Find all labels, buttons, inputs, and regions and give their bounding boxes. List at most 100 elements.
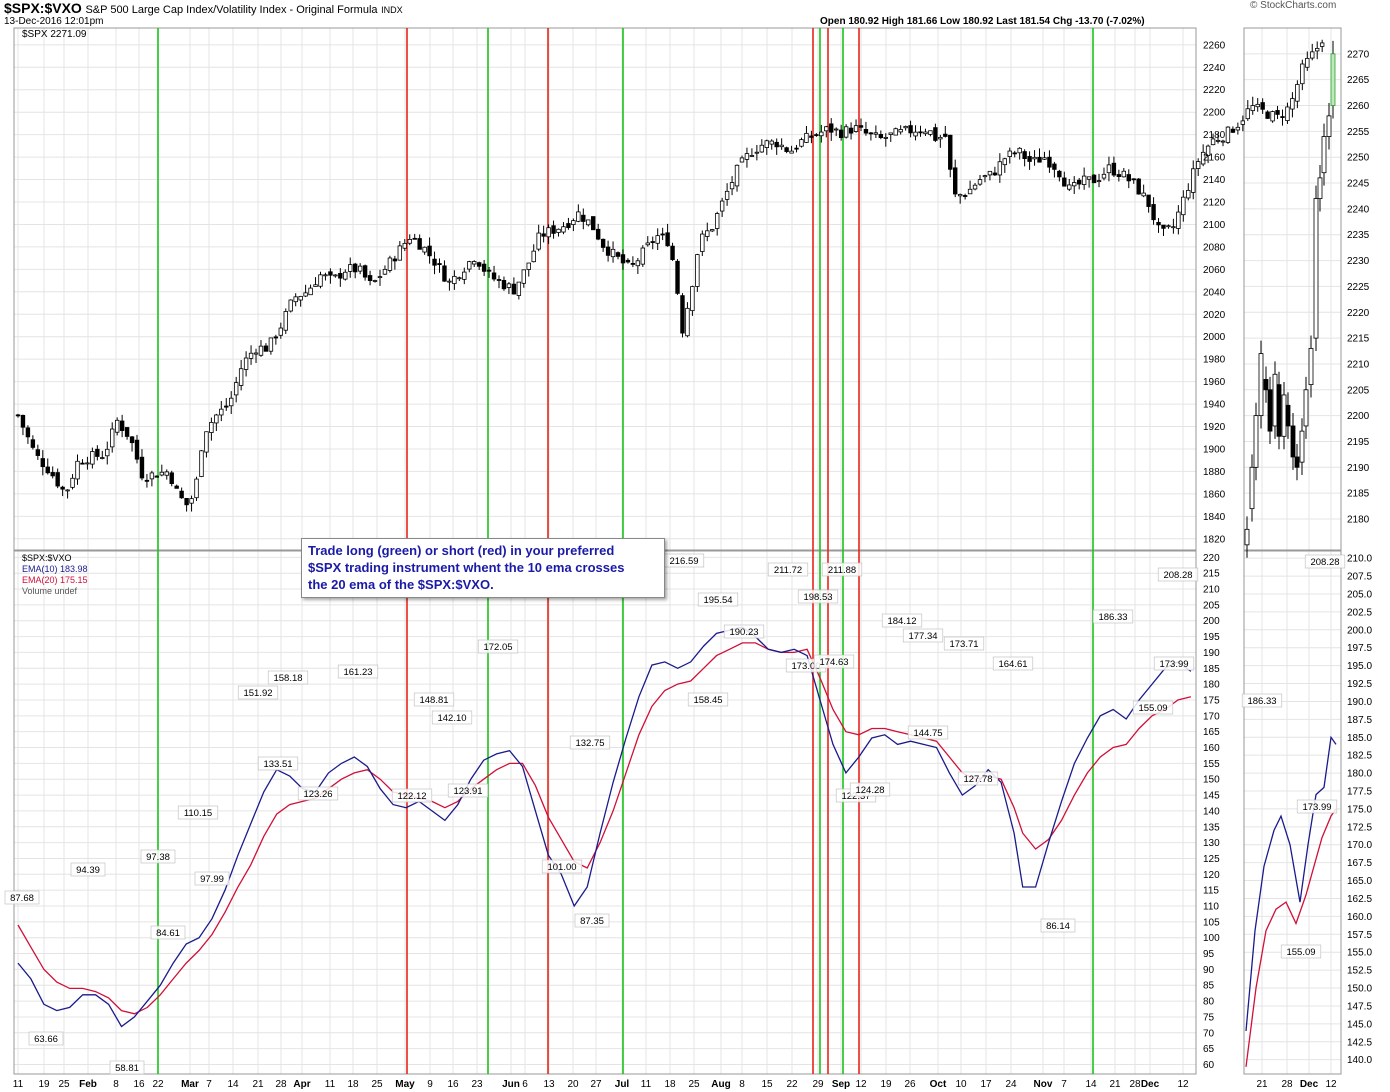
candle-body-up [372,280,378,282]
price-candle [586,219,591,227]
zoom-price-candle [1272,361,1278,439]
price-y-tick-label: 2100 [1203,220,1226,231]
candle-body-up [521,269,526,284]
value-label-bg [957,771,999,786]
candle-body-down [600,238,606,248]
candle-body-up [333,274,338,277]
candle-body-up [204,431,209,453]
price-candle [967,180,973,195]
x-tick-label: 10 [955,1079,967,1090]
candle-body-up [298,296,303,301]
candle-body-up [1250,105,1255,112]
x-tick-label: Mar [181,1079,199,1090]
ratio-y-tick-label: 80 [1203,997,1215,1008]
price-candle [20,414,26,436]
candle-body-up [1272,373,1278,427]
price-candle [809,130,814,144]
ratio-y-tick-label: 125 [1203,854,1220,865]
x-tick-label: 8 [739,1079,745,1090]
candle-body-down [591,216,596,231]
value-label: 216.59 [663,553,705,568]
candle-body-up [303,292,308,297]
value-label-text: 142.10 [437,713,466,724]
price-candle [948,134,953,178]
price-y-tick-label: 2220 [1203,85,1226,96]
candle-body-up [610,248,616,258]
zoom-price-candle [1244,516,1250,558]
candle-body-down [660,233,665,236]
candle-body-down [496,279,502,281]
candle-body-down [1126,174,1131,182]
candle-body-up [967,188,973,195]
price-candle [1146,194,1151,213]
price-candle [1181,190,1186,222]
candle-body-up [714,213,720,229]
candle-body-down [551,225,556,234]
price-candle [214,413,219,432]
zoom-price-candle [1249,454,1255,522]
price-candle [1032,150,1037,166]
value-label: 158.18 [267,670,309,685]
price-candle [789,145,794,154]
price-candle [1106,156,1112,182]
ratio-y-tick-label: 205 [1203,600,1220,611]
price-candle [1067,178,1072,192]
price-candle [248,345,254,365]
price-candle [938,134,943,148]
zoom-price-candle [1294,444,1300,481]
price-candle [645,236,650,247]
price-candle [1245,100,1250,121]
ratio-y-tick-label: 150 [1203,775,1220,786]
zoom-ratio-y-tick-label: 167.5 [1347,858,1372,869]
candle-body-down [328,271,333,276]
price-candle [878,130,884,140]
zoom-price-candle [1281,382,1287,450]
price-candle [60,485,65,497]
price-candle [1012,150,1017,158]
value-label-text: 184.12 [887,616,916,627]
ratio-y-tick-label: 200 [1203,616,1220,627]
zoom-ema10-line [1245,735,1337,1032]
ratio-y-tick-label: 95 [1203,949,1215,960]
candle-body-up [1235,126,1241,131]
candle-body-up [283,311,288,331]
annotation-box: Trade long (green) or short (red) in you… [301,538,665,598]
candle-body-up [1258,353,1264,417]
price-candle [888,132,893,142]
price-y-tick-label: 1880 [1203,467,1226,478]
price-candle [1022,149,1027,167]
zoom-ratio-y-tick-label: 140.0 [1347,1055,1372,1066]
price-candle [95,445,100,461]
value-label: 58.81 [109,1060,145,1075]
candle-body-down [878,134,884,139]
candle-body-up [893,128,898,136]
zoom-price-y-tick-label: 2185 [1347,489,1370,500]
x-tick-label: 25 [58,1079,70,1090]
x-tick-label: 28 [275,1079,287,1090]
candle-body-down [1052,163,1057,170]
price-candle [1210,133,1216,146]
value-label: 142.10 [431,710,473,725]
candle-body-up [1220,140,1226,143]
x-tick-label: 18 [664,1079,676,1090]
x-tick-label: Jul [615,1079,630,1090]
candle-body-up [348,264,353,272]
value-label: 158.45 [687,692,729,707]
candle-body-up [248,352,254,359]
price-candle [719,197,725,217]
value-label: 132.75 [569,735,611,750]
price-candle [437,258,442,273]
price-candle [620,249,626,270]
candle-body-down [1136,178,1141,195]
candle-body-down [1265,111,1270,119]
price-candle [273,334,279,345]
price-candle [194,476,199,501]
price-candle [105,441,110,465]
value-label-text: 161.23 [343,667,372,678]
price-candle [1131,178,1136,184]
price-candle [496,275,502,289]
price-candle [129,436,135,452]
price-candle [367,270,373,286]
value-label-bg [797,589,839,604]
candle-body-up [462,271,467,280]
